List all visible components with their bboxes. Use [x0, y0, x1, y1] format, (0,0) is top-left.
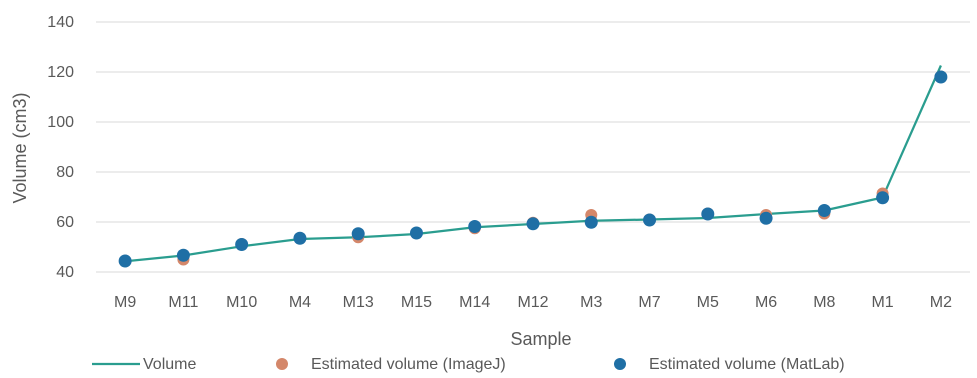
y-tick-label: 60 — [56, 214, 74, 231]
y-tick-label: 140 — [47, 14, 74, 31]
data-point-matlab — [701, 207, 715, 221]
data-point-matlab — [293, 231, 307, 245]
legend-swatch-dot — [614, 358, 626, 370]
y-axis-title: Volume (cm3) — [10, 92, 30, 203]
series — [118, 65, 948, 268]
data-point-matlab — [584, 215, 598, 229]
x-tick-label: M7 — [638, 294, 660, 311]
y-tick-label: 40 — [56, 264, 74, 281]
data-point-matlab — [526, 217, 540, 231]
legend-swatch-dot — [276, 358, 288, 370]
y-tick-label: 80 — [56, 164, 74, 181]
data-point-matlab — [643, 213, 657, 227]
x-tick-label: M14 — [459, 294, 490, 311]
x-tick-label: M13 — [343, 294, 374, 311]
y-tick-labels: 40 60 80 100 120 140 — [47, 14, 74, 281]
data-point-matlab — [468, 220, 482, 233]
x-tick-label: M6 — [755, 294, 777, 311]
data-point-matlab — [759, 211, 773, 225]
x-tick-label: M2 — [930, 294, 952, 311]
x-tick-label: M4 — [289, 294, 311, 311]
legend: Volume Estimated volume (ImageJ) Estimated… — [92, 356, 845, 373]
data-point-matlab — [351, 227, 365, 241]
x-tick-label: M9 — [114, 294, 136, 311]
x-tick-label: M3 — [580, 294, 602, 311]
x-tick-label: M11 — [168, 294, 198, 311]
data-point-matlab — [409, 226, 423, 240]
x-tick-label: M15 — [401, 294, 432, 311]
x-axis-title: Sample — [510, 329, 571, 349]
x-tick-label: M8 — [813, 294, 835, 311]
data-point-matlab — [235, 238, 249, 251]
x-tick-labels: M9 M11 M10 M4 M13 M15 M14 M12 M3 M7 M5 M6 M8 M1 M2 — [114, 294, 952, 311]
legend-label: Volume — [143, 356, 196, 373]
data-point-matlab — [118, 254, 132, 268]
gridlines — [96, 21, 970, 273]
y-tick-label: 120 — [47, 64, 74, 81]
data-point-matlab — [876, 191, 890, 205]
data-point-matlab — [176, 248, 190, 262]
y-tick-label: 100 — [47, 114, 74, 131]
series-line-volume — [124, 65, 942, 263]
x-tick-label: M10 — [226, 294, 257, 311]
data-point-matlab — [934, 70, 948, 84]
data-point-matlab — [817, 204, 831, 217]
x-tick-label: M1 — [871, 294, 893, 311]
legend-label: Estimated volume (ImageJ) — [311, 356, 506, 373]
x-tick-label: M12 — [517, 294, 548, 311]
x-tick-label: M5 — [697, 294, 719, 311]
legend-label: Estimated volume (MatLab) — [649, 356, 845, 373]
